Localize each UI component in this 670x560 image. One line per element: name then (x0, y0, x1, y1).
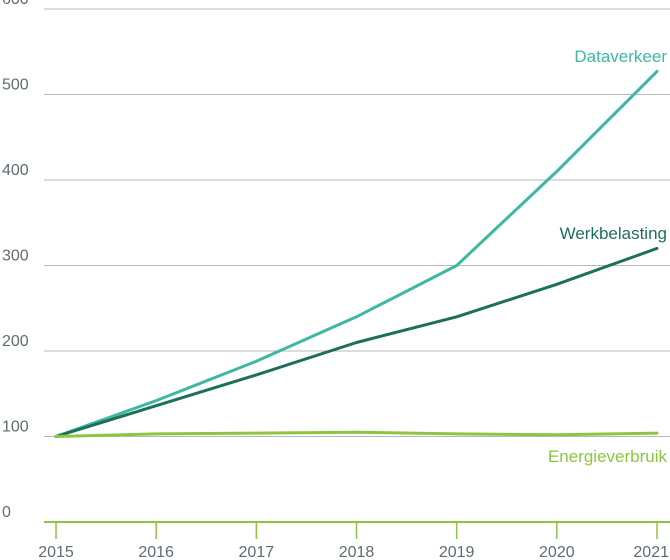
x-tick-label: 2015 (38, 544, 74, 560)
series-line-werkbelasting (54, 246, 659, 438)
y-axis-tick-labels: 0 100 200 300 400 500 600 (2, 0, 29, 521)
y-tick-label: 600 (2, 0, 29, 8)
series-label-energieverbruik: Energieverbruik (548, 447, 668, 466)
x-tick-label: 2021 (633, 544, 669, 560)
x-tick-label: 2019 (439, 544, 475, 560)
x-tick-label: 2020 (539, 544, 575, 560)
series-lines (54, 69, 659, 438)
x-tick-label: 2018 (339, 544, 375, 560)
series-line-energieverbruik (54, 430, 659, 438)
x-tick-label: 2016 (138, 544, 174, 560)
y-tick-label: 300 (2, 248, 29, 265)
x-tick-label: 2017 (239, 544, 275, 560)
x-axis: 2015 2016 2017 2018 2019 2020 2021 (38, 521, 670, 560)
y-tick-label: 200 (2, 333, 29, 350)
y-tick-label: 100 (2, 419, 29, 436)
y-tick-label: 500 (2, 77, 29, 94)
series-line-dataverkeer (54, 69, 659, 438)
gridlines (44, 8, 670, 437)
y-tick-label: 0 (2, 504, 11, 521)
y-tick-label: 400 (2, 162, 29, 179)
series-label-dataverkeer: Dataverkeer (574, 47, 667, 66)
series-label-werkbelasting: Werkbelasting (560, 224, 667, 243)
series-labels: Dataverkeer Werkbelasting Energieverbruik (548, 47, 668, 466)
